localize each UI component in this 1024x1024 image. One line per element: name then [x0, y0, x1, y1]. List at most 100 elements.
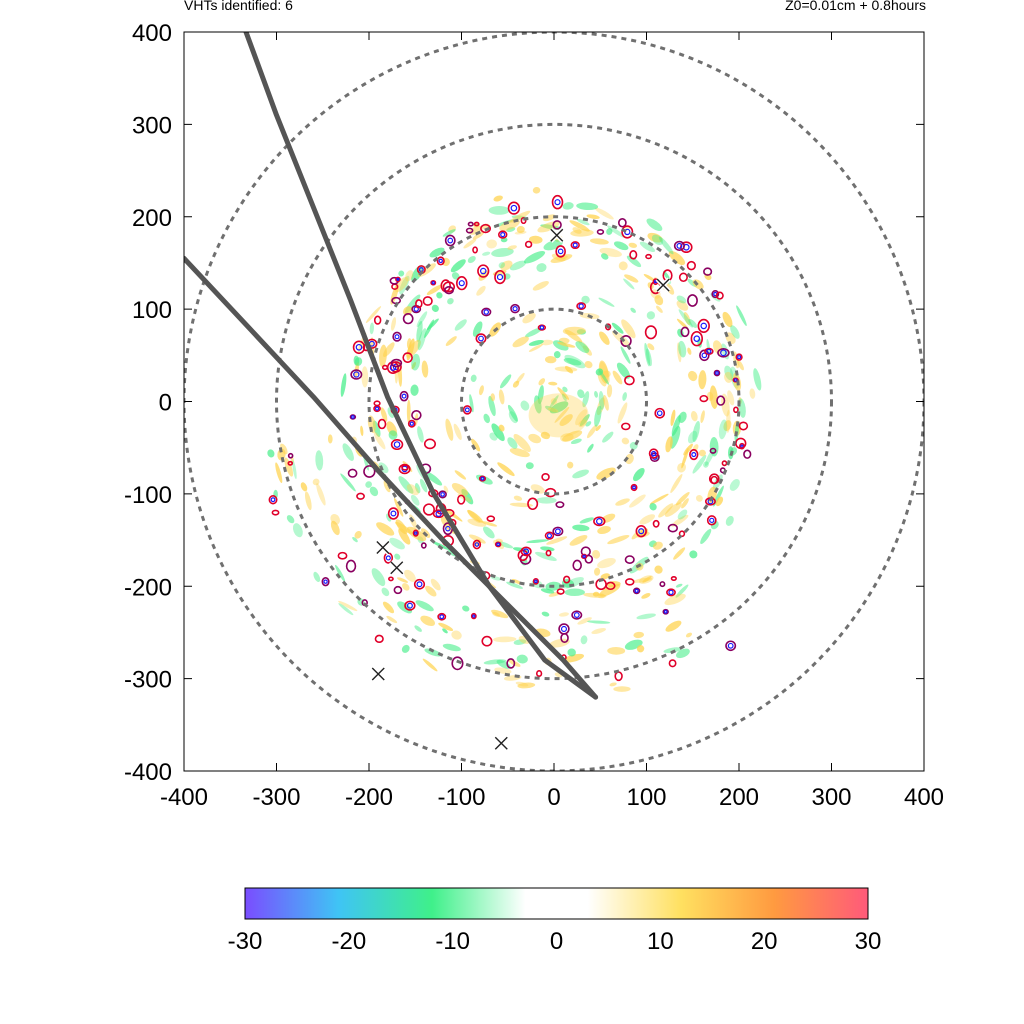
contour-blob-inner: [727, 642, 734, 649]
contour-blob-inner: [700, 322, 708, 330]
contour-blob: [381, 364, 389, 371]
contour-blob: [352, 340, 366, 355]
contour-blob-inner: [431, 281, 435, 285]
field-speckle: [625, 453, 634, 465]
contour-blob: [625, 578, 635, 586]
contour-blob: [680, 326, 690, 338]
field-speckle: [399, 275, 410, 295]
contour-blob-inner: [440, 492, 445, 497]
colorbar: -30 -20 -10 0 10 20 30: [228, 887, 881, 955]
field-speckle: [612, 370, 623, 385]
field-speckle: [675, 491, 690, 506]
field-speckle: [628, 242, 638, 248]
contour-blob-inner: [464, 407, 470, 413]
contour-blob-inner: [385, 555, 391, 561]
field-speckle: [620, 346, 631, 364]
field-speckle: [567, 648, 576, 657]
contour-blob-inner: [539, 325, 545, 330]
field-speckle: [313, 571, 321, 583]
x-tick-label: 200: [719, 784, 759, 811]
field-speckle: [534, 551, 557, 561]
x-tick-label: 100: [626, 784, 666, 811]
contour-blob: [552, 526, 564, 537]
field-speckle: [549, 638, 570, 648]
field-speckle: [312, 478, 320, 486]
field-speckle: [431, 304, 439, 312]
field-speckle: [594, 207, 614, 220]
field-speckle: [436, 292, 443, 299]
field-speckle: [654, 565, 663, 574]
contour-blob: [560, 632, 569, 643]
field-speckle: [371, 568, 386, 587]
field-speckle: [526, 539, 549, 544]
field-speckle: [626, 255, 642, 268]
field-speckle: [633, 631, 645, 639]
field-speckle: [481, 521, 498, 527]
field-speckle: [569, 220, 590, 232]
contour-blob-inner: [656, 410, 663, 417]
contour-blob: [614, 671, 623, 682]
contour-blob-inner: [401, 393, 407, 399]
field-speckle: [522, 312, 536, 324]
contour-blob-inner: [435, 510, 442, 517]
field-speckle: [403, 306, 413, 316]
contour-blob: [686, 260, 696, 271]
contour-blob: [558, 623, 570, 635]
contour-blob: [374, 634, 384, 644]
field-speckle: [557, 342, 576, 348]
contour-blob-inner: [554, 528, 561, 535]
field-speckle: [540, 431, 551, 440]
field-speckle: [486, 239, 498, 249]
field-speckle: [454, 470, 467, 480]
field-speckle: [450, 259, 466, 273]
y-tick-label: -200: [124, 574, 172, 601]
contour-blob-inner: [534, 579, 538, 584]
field-speckle: [690, 411, 698, 422]
field-speckle: [528, 339, 544, 346]
field-speckle: [594, 405, 602, 427]
contour-blob: [545, 549, 552, 557]
field-speckle: [576, 218, 590, 226]
colorbar-tick-label: -20: [331, 928, 366, 955]
field-speckle: [515, 681, 529, 687]
contour-blob-inner: [510, 204, 518, 212]
contour-blob: [563, 575, 571, 584]
field-speckle: [540, 588, 555, 594]
field-speckle: [421, 360, 429, 378]
colorbar-tick-label: 20: [751, 928, 778, 955]
contour-blob: [467, 221, 474, 227]
contour-blob: [506, 658, 516, 669]
contour-blob-inner: [701, 352, 708, 359]
contour-blob: [680, 241, 693, 254]
vht-marker-cross: [656, 278, 670, 292]
field-speckle: [528, 433, 542, 444]
field-speckle: [580, 635, 588, 645]
contour-blob: [689, 448, 699, 461]
field-speckle: [586, 214, 600, 219]
field-speckle: [603, 394, 609, 411]
field-speckle: [528, 344, 543, 352]
contour-blob: [555, 245, 566, 258]
field-speckle: [589, 238, 609, 245]
contour-blob: [735, 353, 743, 361]
field-speckle: [592, 549, 601, 559]
field-speckle: [712, 340, 723, 355]
contour-blob: [632, 587, 641, 595]
field-speckle: [681, 498, 689, 509]
contour-blob: [725, 640, 737, 652]
contour-blob: [415, 299, 423, 309]
contour-blob: [402, 313, 414, 325]
contour-blob-inner: [270, 497, 276, 503]
contour-blob: [687, 294, 698, 307]
x-tick-label: 400: [904, 784, 944, 811]
contour-blob-inner: [634, 588, 639, 593]
vht-marker-4: [389, 560, 405, 576]
field-speckle: [340, 473, 356, 492]
field-speckle: [606, 228, 613, 235]
x-tick-label: 300: [811, 784, 851, 811]
field-speckle: [361, 366, 369, 388]
field-speckle: [383, 480, 391, 493]
field-speckle: [649, 503, 657, 511]
field-speckle: [542, 214, 556, 222]
field-speckle: [483, 526, 495, 539]
